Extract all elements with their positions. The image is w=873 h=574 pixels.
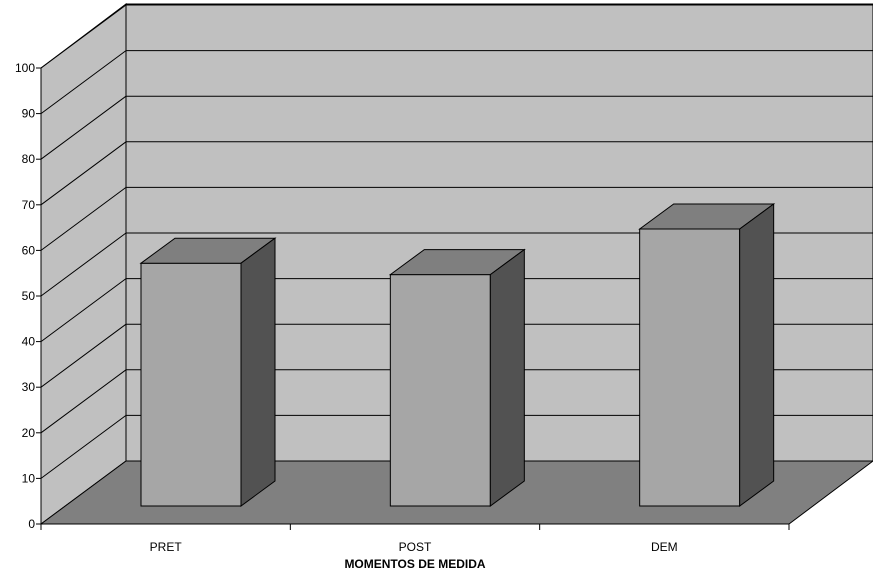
- y-tick-label: 90: [22, 107, 36, 121]
- gridline-side: [40, 141, 127, 206]
- y-tick-label: 50: [22, 289, 36, 303]
- gridline-side: [40, 95, 127, 160]
- bar-side: [489, 248, 525, 507]
- y-tick-label: 80: [22, 152, 36, 166]
- bars: [139, 203, 776, 507]
- y-tick-label: 70: [22, 198, 36, 212]
- y-tick-label: 10: [22, 471, 36, 485]
- y-tick-label: 100: [15, 61, 35, 75]
- y-axis-ticks: 0 10 20 30 40 50 60 70 80 90 100: [15, 61, 41, 531]
- x-axis-title: MOMENTOS DE MEDIDA: [344, 557, 485, 571]
- bar-front: [389, 274, 491, 507]
- gridline-side: [40, 369, 127, 434]
- x-tick-label: PRET: [150, 540, 183, 554]
- x-tick-label: DEM: [651, 540, 678, 554]
- bar-dem: [638, 203, 776, 507]
- bar-pret: [139, 237, 277, 507]
- gridline-side: [40, 414, 127, 479]
- x-axis-ticks: [40, 524, 790, 530]
- gridline-side: [40, 4, 127, 69]
- gridline-side: [40, 50, 127, 115]
- y-tick-label: 60: [22, 243, 36, 257]
- gridline-side: [40, 186, 127, 251]
- y-tick-label: 0: [28, 517, 35, 531]
- y-tick-label: 30: [22, 380, 36, 394]
- category-labels: PRET POST DEM: [150, 540, 678, 554]
- y-tick-label: 20: [22, 426, 36, 440]
- x-tick-label: POST: [399, 540, 432, 554]
- bar-front: [140, 262, 242, 507]
- gridline-side: [40, 323, 127, 388]
- bar-post: [388, 248, 526, 507]
- bar-front: [639, 228, 741, 507]
- gridline-side: [40, 232, 127, 297]
- bar-side: [240, 237, 276, 507]
- gridline-side: [40, 278, 127, 343]
- bar-side: [739, 203, 775, 507]
- y-tick-label: 40: [22, 335, 36, 349]
